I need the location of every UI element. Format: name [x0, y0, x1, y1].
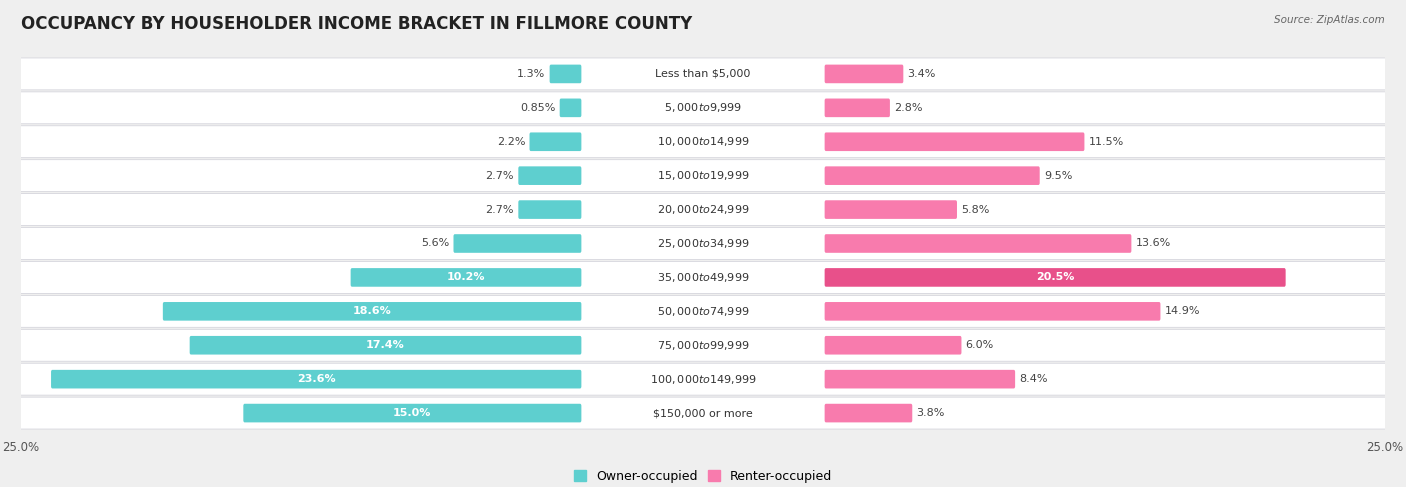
- Text: OCCUPANCY BY HOUSEHOLDER INCOME BRACKET IN FILLMORE COUNTY: OCCUPANCY BY HOUSEHOLDER INCOME BRACKET …: [21, 15, 692, 33]
- FancyBboxPatch shape: [825, 200, 957, 219]
- FancyBboxPatch shape: [20, 227, 1386, 260]
- Text: 13.6%: 13.6%: [1136, 239, 1171, 248]
- Text: 2.7%: 2.7%: [485, 170, 515, 181]
- Text: 10.2%: 10.2%: [447, 272, 485, 282]
- Text: 2.7%: 2.7%: [485, 205, 515, 215]
- FancyBboxPatch shape: [20, 329, 1386, 361]
- FancyBboxPatch shape: [20, 160, 1386, 191]
- FancyBboxPatch shape: [825, 234, 1132, 253]
- Text: $35,000 to $49,999: $35,000 to $49,999: [657, 271, 749, 284]
- FancyBboxPatch shape: [454, 234, 581, 253]
- FancyBboxPatch shape: [20, 92, 1386, 124]
- Text: $75,000 to $99,999: $75,000 to $99,999: [657, 339, 749, 352]
- Text: 11.5%: 11.5%: [1088, 137, 1123, 147]
- Text: $25,000 to $34,999: $25,000 to $34,999: [657, 237, 749, 250]
- Text: 17.4%: 17.4%: [366, 340, 405, 350]
- Text: 2.2%: 2.2%: [496, 137, 526, 147]
- Text: 3.4%: 3.4%: [908, 69, 936, 79]
- Text: 5.8%: 5.8%: [962, 205, 990, 215]
- Text: 8.4%: 8.4%: [1019, 374, 1047, 384]
- FancyBboxPatch shape: [350, 268, 581, 287]
- Text: $50,000 to $74,999: $50,000 to $74,999: [657, 305, 749, 318]
- Text: 20.5%: 20.5%: [1036, 272, 1074, 282]
- FancyBboxPatch shape: [530, 132, 581, 151]
- Text: $20,000 to $24,999: $20,000 to $24,999: [657, 203, 749, 216]
- Text: $5,000 to $9,999: $5,000 to $9,999: [664, 101, 742, 114]
- FancyBboxPatch shape: [20, 58, 1386, 90]
- FancyBboxPatch shape: [825, 167, 1039, 185]
- Text: 18.6%: 18.6%: [353, 306, 391, 317]
- FancyBboxPatch shape: [825, 404, 912, 422]
- Text: 15.0%: 15.0%: [394, 408, 432, 418]
- Text: 9.5%: 9.5%: [1045, 170, 1073, 181]
- FancyBboxPatch shape: [20, 262, 1386, 293]
- FancyBboxPatch shape: [190, 336, 581, 355]
- Legend: Owner-occupied, Renter-occupied: Owner-occupied, Renter-occupied: [568, 465, 838, 487]
- Text: 2.8%: 2.8%: [894, 103, 922, 113]
- Text: Less than $5,000: Less than $5,000: [655, 69, 751, 79]
- FancyBboxPatch shape: [825, 98, 890, 117]
- FancyBboxPatch shape: [550, 65, 581, 83]
- FancyBboxPatch shape: [825, 336, 962, 355]
- Text: $10,000 to $14,999: $10,000 to $14,999: [657, 135, 749, 148]
- FancyBboxPatch shape: [519, 167, 581, 185]
- FancyBboxPatch shape: [243, 404, 581, 422]
- Text: 5.6%: 5.6%: [420, 239, 450, 248]
- FancyBboxPatch shape: [825, 370, 1015, 389]
- Text: 0.85%: 0.85%: [520, 103, 555, 113]
- FancyBboxPatch shape: [825, 268, 1285, 287]
- FancyBboxPatch shape: [825, 65, 903, 83]
- FancyBboxPatch shape: [519, 200, 581, 219]
- Text: 3.8%: 3.8%: [917, 408, 945, 418]
- FancyBboxPatch shape: [20, 296, 1386, 327]
- Text: 1.3%: 1.3%: [517, 69, 546, 79]
- FancyBboxPatch shape: [825, 302, 1160, 320]
- Text: 23.6%: 23.6%: [297, 374, 336, 384]
- FancyBboxPatch shape: [163, 302, 581, 320]
- Text: 6.0%: 6.0%: [966, 340, 994, 350]
- FancyBboxPatch shape: [560, 98, 581, 117]
- FancyBboxPatch shape: [825, 132, 1084, 151]
- Text: $150,000 or more: $150,000 or more: [654, 408, 752, 418]
- Text: $100,000 to $149,999: $100,000 to $149,999: [650, 373, 756, 386]
- Text: 14.9%: 14.9%: [1164, 306, 1201, 317]
- FancyBboxPatch shape: [51, 370, 581, 389]
- FancyBboxPatch shape: [20, 126, 1386, 158]
- Text: Source: ZipAtlas.com: Source: ZipAtlas.com: [1274, 15, 1385, 25]
- FancyBboxPatch shape: [20, 397, 1386, 429]
- FancyBboxPatch shape: [20, 363, 1386, 395]
- FancyBboxPatch shape: [20, 194, 1386, 225]
- Text: $15,000 to $19,999: $15,000 to $19,999: [657, 169, 749, 182]
